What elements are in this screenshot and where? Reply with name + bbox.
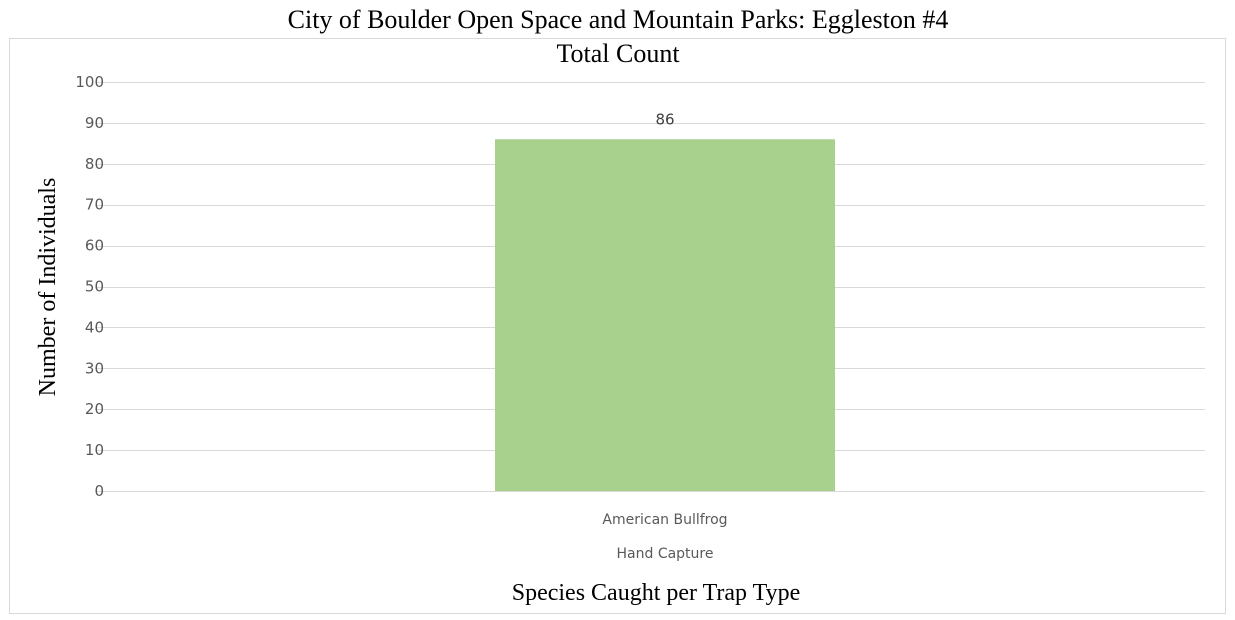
y-tick-label: 70 <box>85 196 104 214</box>
chart-subtitle: Total Count <box>556 39 680 68</box>
chart-title: City of Boulder Open Space and Mountain … <box>288 5 949 34</box>
y-tick-label: 10 <box>85 441 104 459</box>
y-axis-title: Number of Individuals <box>35 178 61 397</box>
x-axis-title: Species Caught per Trap Type <box>512 580 801 606</box>
y-tick-label: 40 <box>85 318 104 336</box>
y-tick-label: 90 <box>85 114 104 132</box>
bars <box>495 139 835 491</box>
y-tick-label: 80 <box>85 155 104 173</box>
y-axis-ticks: 0 10 20 30 40 50 60 70 80 90 100 <box>75 73 104 500</box>
chart-frame <box>9 38 1226 614</box>
data-labels: 86 <box>655 110 674 128</box>
y-tick-label: 50 <box>85 278 104 296</box>
y-tick-label: 100 <box>75 73 104 91</box>
bar-american-bullfrog <box>495 139 835 491</box>
y-tick-label: 30 <box>85 359 104 377</box>
x-category-label: American Bullfrog <box>602 512 727 528</box>
y-tick-label: 20 <box>85 400 104 418</box>
x-category-group-label: Hand Capture <box>617 546 714 562</box>
y-tick-label: 60 <box>85 237 104 255</box>
data-label: 86 <box>655 110 674 128</box>
y-tick-label: 0 <box>94 482 104 500</box>
